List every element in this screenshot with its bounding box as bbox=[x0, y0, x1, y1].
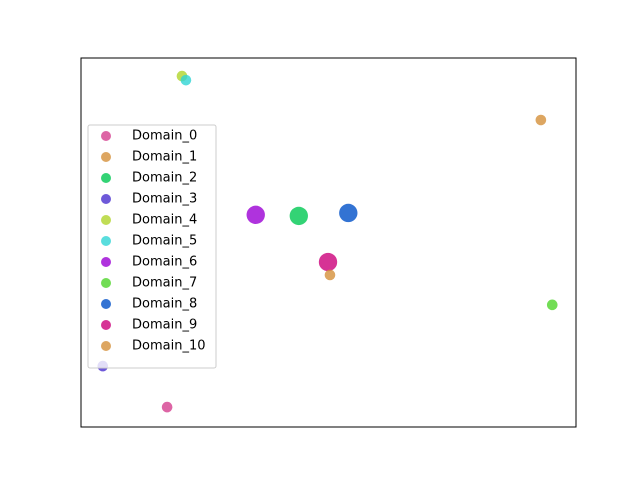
legend-label: Domain_5 bbox=[132, 234, 197, 249]
legend-label: Domain_4 bbox=[132, 213, 197, 228]
legend-marker bbox=[101, 173, 111, 183]
legend: Domain_0 Domain_1 Domain_2 Domain_3 Domain_4… bbox=[87, 124, 217, 369]
point bbox=[289, 206, 308, 226]
point bbox=[339, 203, 358, 223]
legend-label: Domain_8 bbox=[132, 297, 197, 312]
legend-box bbox=[87, 124, 217, 369]
legend-label: Domain_2 bbox=[132, 171, 197, 186]
legend-label: Domain_0 bbox=[132, 129, 197, 144]
legend-label: Domain_10 bbox=[132, 339, 206, 354]
legend-marker bbox=[101, 320, 111, 330]
legend-label: Domain_1 bbox=[132, 150, 197, 165]
point bbox=[180, 74, 192, 86]
point bbox=[324, 269, 336, 281]
legend-label: Domain_6 bbox=[132, 255, 197, 270]
legend-marker bbox=[101, 257, 111, 267]
point bbox=[318, 252, 338, 272]
plot-frame bbox=[80, 57, 577, 428]
legend-marker bbox=[101, 341, 111, 351]
point bbox=[535, 114, 547, 126]
legend-marker bbox=[101, 299, 111, 309]
point bbox=[161, 401, 173, 413]
legend-marker bbox=[101, 215, 111, 225]
legend-marker bbox=[101, 278, 111, 288]
legend-marker bbox=[101, 194, 111, 204]
legend-marker bbox=[101, 152, 111, 162]
point bbox=[246, 205, 265, 225]
legend-marker bbox=[101, 131, 111, 141]
legend-label: Domain_9 bbox=[132, 318, 197, 333]
legend-marker bbox=[101, 236, 111, 246]
legend-label: Domain_7 bbox=[132, 276, 197, 291]
point bbox=[546, 299, 558, 311]
legend-label: Domain_3 bbox=[132, 192, 197, 207]
